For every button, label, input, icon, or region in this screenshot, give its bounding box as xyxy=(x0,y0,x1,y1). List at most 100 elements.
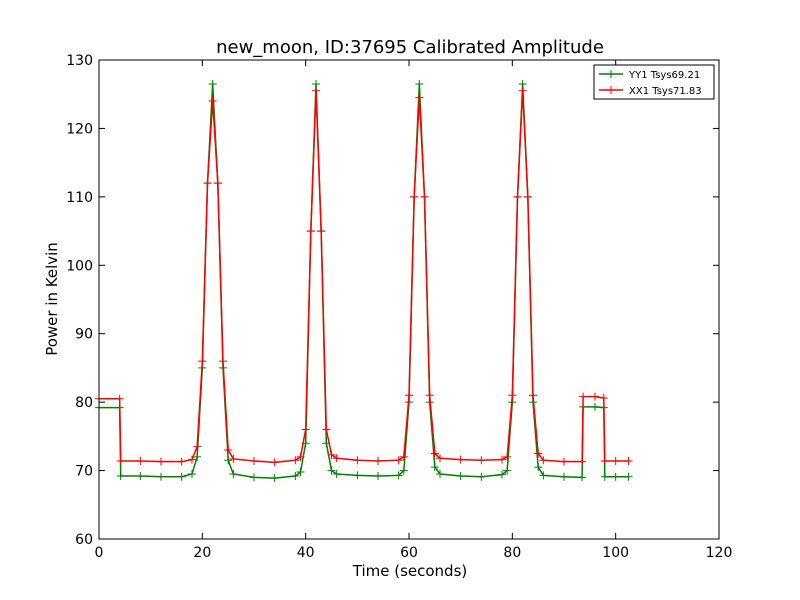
data-point xyxy=(203,179,212,188)
data-point xyxy=(436,469,444,478)
data-point xyxy=(591,392,599,401)
data-point xyxy=(477,472,486,481)
y-tick-label: 80 xyxy=(75,395,93,411)
data-point xyxy=(599,394,608,403)
data-point xyxy=(332,454,341,463)
data-point xyxy=(508,391,517,400)
data-point xyxy=(116,456,125,465)
data-point xyxy=(518,79,527,88)
data-point xyxy=(157,457,165,466)
data-point xyxy=(477,456,486,465)
data-point xyxy=(229,454,238,463)
chart-title: new_moon, ID:37695 Calibrated Amplitude xyxy=(216,37,604,58)
data-point xyxy=(425,391,434,400)
data-point xyxy=(301,425,310,434)
data-point xyxy=(578,457,587,466)
data-point xyxy=(503,466,512,475)
plot-area xyxy=(95,79,633,483)
data-point xyxy=(312,79,320,88)
y-tick-label: 60 xyxy=(75,532,93,548)
data-point xyxy=(198,357,207,366)
data-point xyxy=(250,473,258,482)
data-point xyxy=(116,472,125,481)
data-point xyxy=(624,456,633,465)
series-2 xyxy=(95,86,633,467)
data-point xyxy=(306,227,315,236)
data-point xyxy=(291,472,300,481)
legend-marker xyxy=(607,70,615,78)
data-point xyxy=(539,456,548,465)
data-point xyxy=(579,392,588,401)
data-point xyxy=(270,458,279,467)
y-axis: 60 70 80 90 100 110 120 130 xyxy=(66,53,719,548)
x-tick-label: 120 xyxy=(706,545,733,561)
data-point xyxy=(317,227,326,236)
x-tick-label: 20 xyxy=(193,545,211,561)
data-point xyxy=(498,455,506,464)
legend-label: YY1 Tsys69.21 xyxy=(628,70,700,81)
x-axis-label: Time (seconds) xyxy=(352,562,468,580)
series-line xyxy=(99,83,629,479)
data-point xyxy=(456,455,465,464)
data-point xyxy=(374,472,382,481)
data-point xyxy=(523,192,532,201)
x-tick-label: 40 xyxy=(297,545,315,561)
data-point xyxy=(374,456,382,465)
data-point xyxy=(193,452,202,461)
data-point xyxy=(399,466,408,475)
legend-label: XX1 Tsys71.83 xyxy=(629,86,702,97)
data-point xyxy=(498,470,506,479)
data-point xyxy=(591,402,599,411)
data-point xyxy=(157,472,165,481)
x-tick-label: 100 xyxy=(602,545,629,561)
legend: YY1 Tsys69.21 XX1 Tsys71.83 xyxy=(593,64,715,100)
data-point xyxy=(136,456,145,465)
data-point xyxy=(436,454,444,463)
legend-box xyxy=(593,64,715,100)
data-point xyxy=(430,463,439,472)
data-point xyxy=(291,456,300,465)
data-point xyxy=(430,449,439,458)
data-point xyxy=(539,471,548,480)
data-point xyxy=(136,472,145,481)
data-point xyxy=(177,457,186,466)
data-point xyxy=(529,391,537,400)
x-axis: 0 20 40 60 80 100 120 xyxy=(95,60,733,561)
data-point xyxy=(229,469,238,478)
data-point xyxy=(353,471,362,480)
data-point xyxy=(513,192,522,201)
data-point xyxy=(213,179,222,188)
data-point xyxy=(415,93,424,102)
data-point xyxy=(224,456,233,465)
y-tick-label: 120 xyxy=(66,121,93,137)
data-point xyxy=(405,391,413,400)
data-point xyxy=(560,472,568,481)
y-tick-label: 100 xyxy=(66,258,93,274)
legend-marker xyxy=(607,86,615,94)
data-point xyxy=(177,472,186,481)
data-point xyxy=(415,79,424,88)
data-point xyxy=(410,192,419,201)
series-1 xyxy=(95,79,633,483)
data-point xyxy=(399,452,408,461)
data-point xyxy=(250,456,258,465)
data-point xyxy=(518,86,527,95)
y-axis-label: Power in Kelvin xyxy=(43,242,61,356)
y-tick-label: 130 xyxy=(66,53,93,69)
data-point xyxy=(327,450,336,459)
data-point xyxy=(115,394,124,403)
data-point xyxy=(534,463,543,472)
data-point xyxy=(420,192,429,201)
data-point xyxy=(611,472,620,481)
data-point xyxy=(534,449,543,458)
data-point xyxy=(296,467,305,476)
data-point xyxy=(456,472,465,481)
data-point xyxy=(208,79,217,88)
data-point xyxy=(322,425,331,434)
plot-frame xyxy=(98,59,720,540)
x-tick-label: 0 xyxy=(95,545,104,561)
data-point xyxy=(394,471,403,480)
data-point xyxy=(270,474,279,483)
data-point xyxy=(578,473,587,482)
